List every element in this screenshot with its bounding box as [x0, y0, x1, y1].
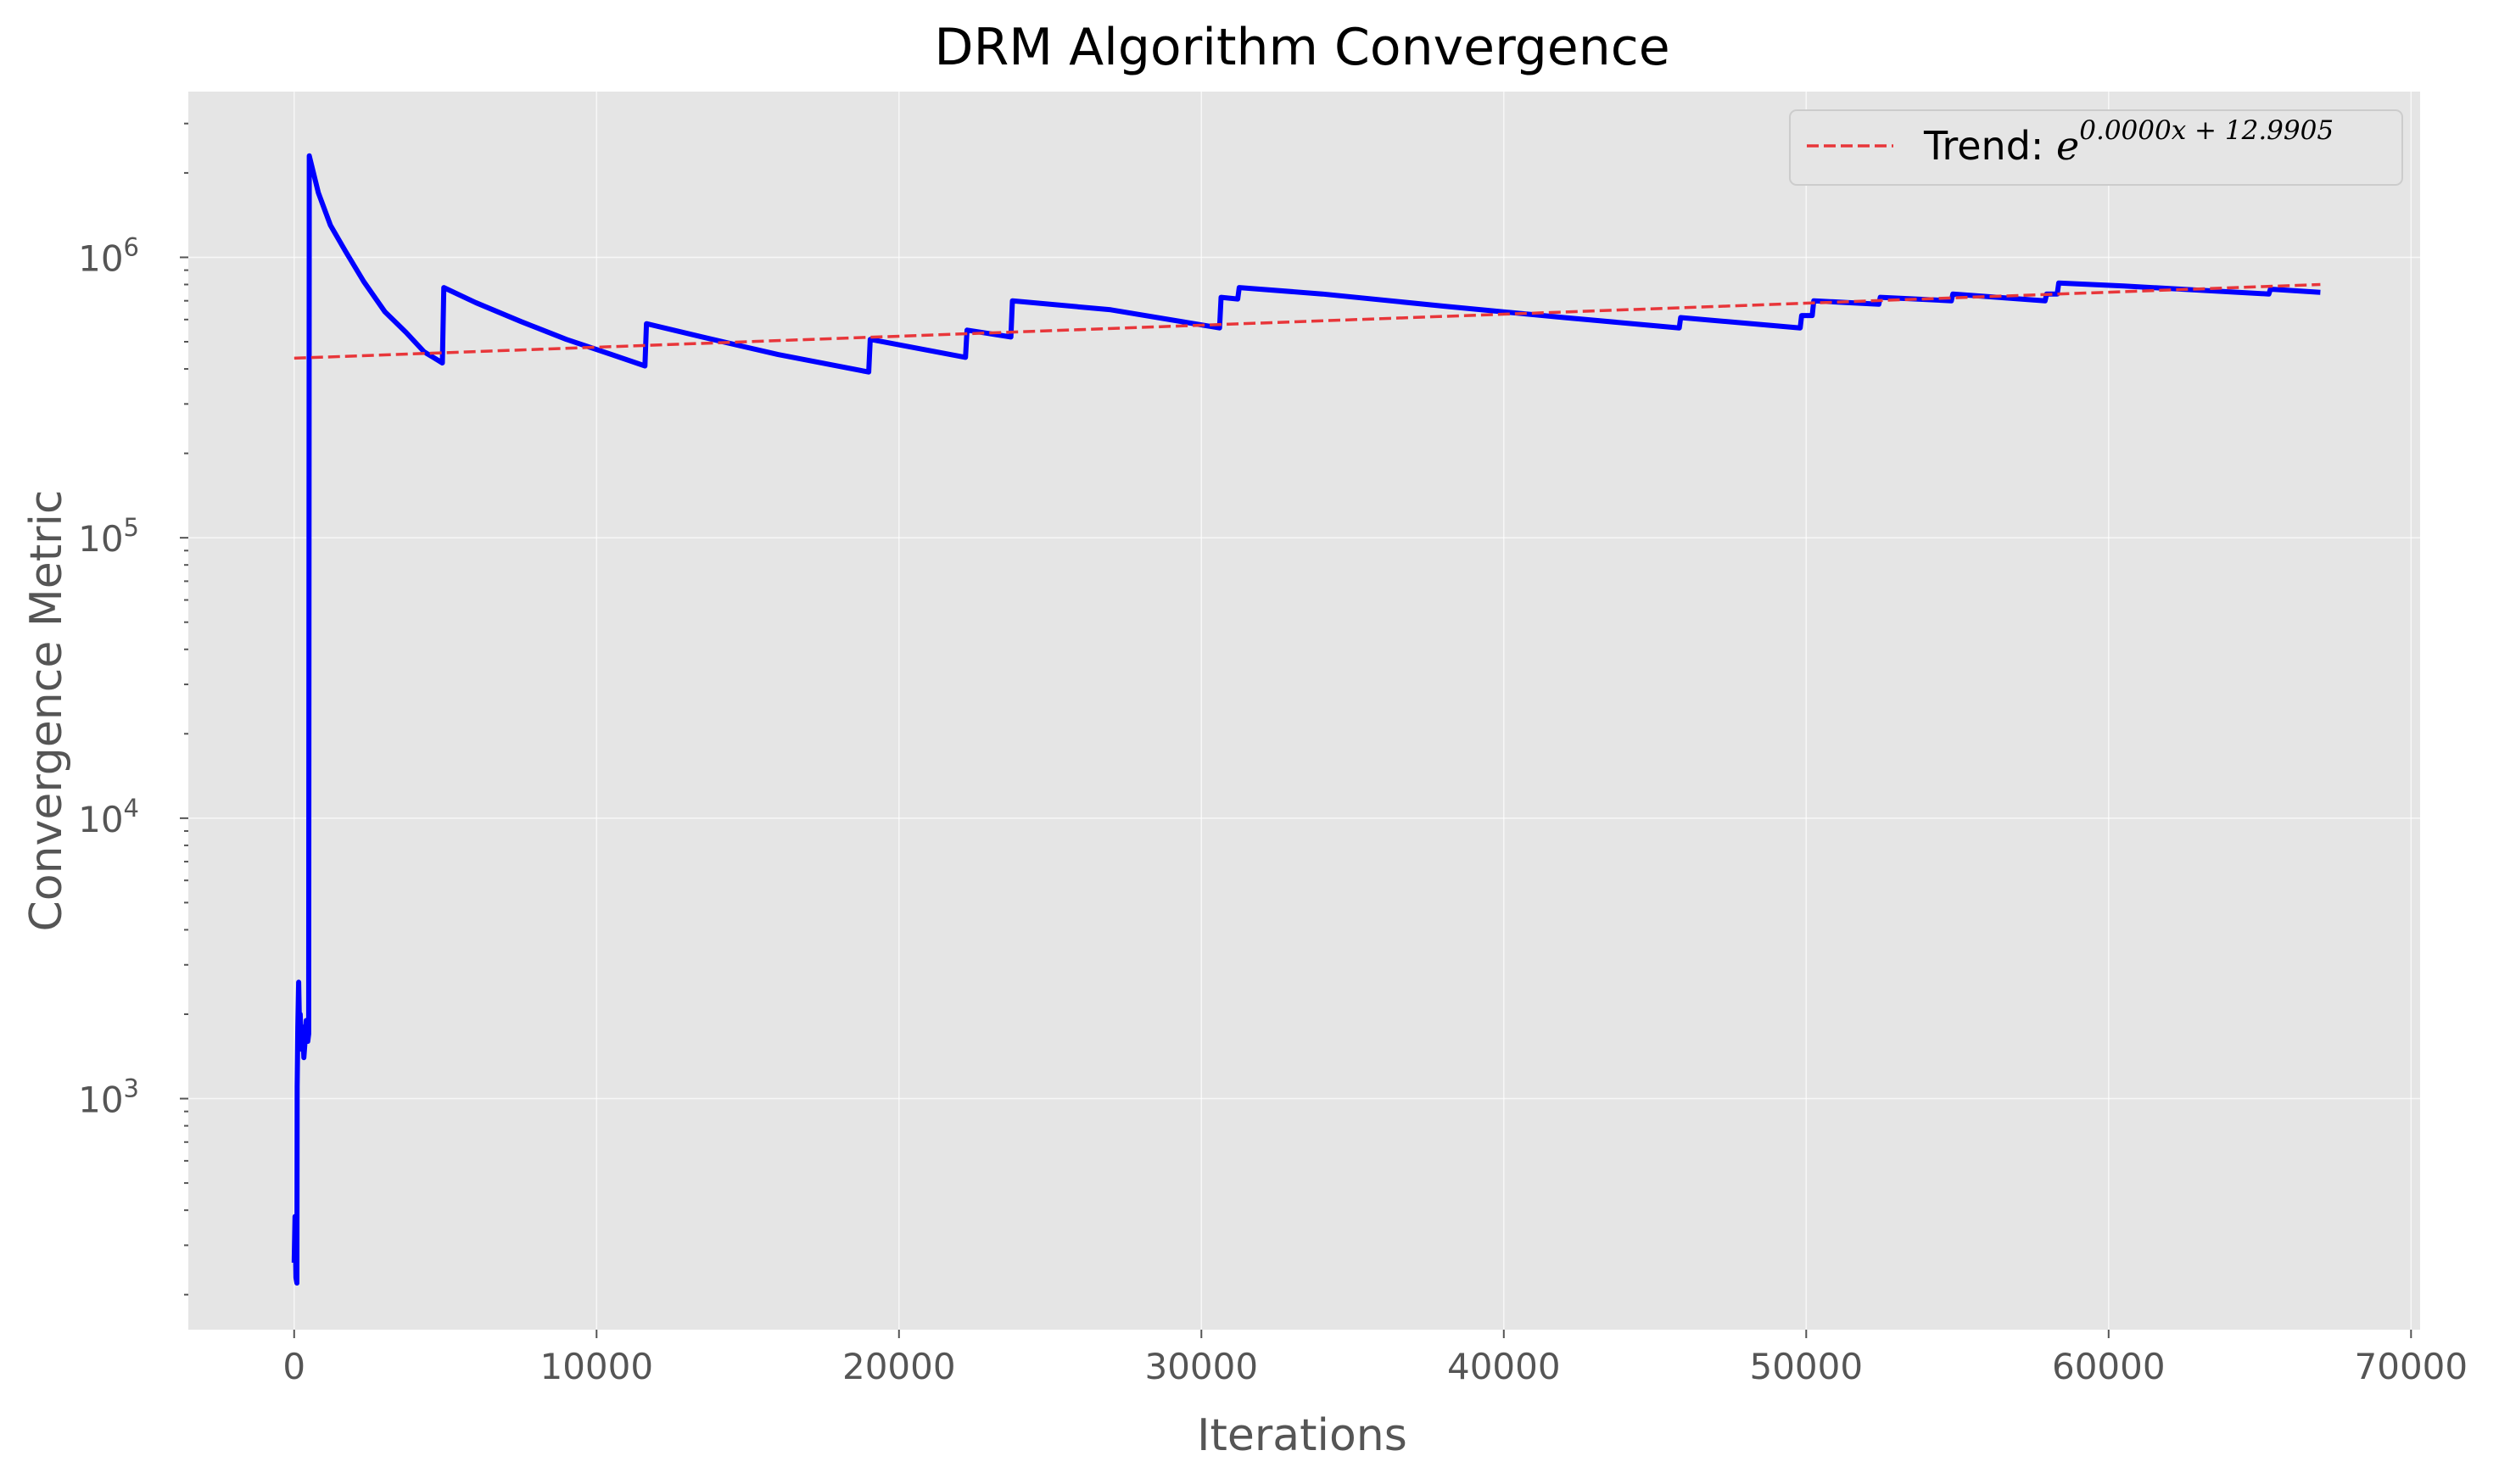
y-tick-label: 106: [78, 232, 139, 279]
y-tick-exponent: 3: [124, 1074, 139, 1103]
y-tick-base: 10: [78, 1080, 123, 1121]
y-tick-base: 10: [78, 518, 123, 560]
y-tick-label: 105: [78, 513, 139, 560]
plot-area: [188, 92, 2420, 1330]
y-tick-exponent: 4: [124, 794, 139, 823]
y-tick-label: 104: [78, 794, 139, 840]
x-tick-label: 50000: [1749, 1346, 1863, 1387]
legend-box: [1789, 109, 2403, 186]
grid-lines: [188, 92, 2420, 1330]
y-tick-exponent: 6: [124, 232, 139, 261]
trend-line: [294, 282, 2321, 360]
x-tick-label: 60000: [2052, 1346, 2166, 1387]
x-axis-label: Iterations: [1197, 1410, 1407, 1461]
legend: Trend: e0.0000x + 12.9905: [1789, 109, 2403, 186]
y-axis-label: Convergence Metric: [21, 489, 72, 931]
legend-trend-exponent: 0.0000x + 12.9905: [2079, 115, 2334, 146]
x-tick-label: 70000: [2355, 1346, 2468, 1387]
y-tick-base: 10: [78, 237, 123, 279]
x-tick-label: 30000: [1144, 1346, 1258, 1387]
chart-title: DRM Algorithm Convergence: [934, 18, 1669, 77]
y-tick-exponent: 5: [124, 513, 139, 542]
legend-trend-prefix: Trend:: [1923, 123, 2056, 169]
legend-trend-base: e: [2056, 123, 2079, 169]
legend-trend-label: Trend: e0.0000x + 12.9905: [1923, 115, 2334, 169]
x-tick-label: 10000: [539, 1346, 653, 1387]
y-minor-ticks: [180, 122, 188, 1296]
y-tick-label: 103: [78, 1074, 139, 1121]
x-tick-labels: 0 10000 20000 30000 40000 50000 60000 70000: [282, 1330, 2468, 1387]
series-layer: [291, 153, 2321, 1286]
x-tick-label: 40000: [1447, 1346, 1561, 1387]
x-tick-label: 0: [282, 1346, 305, 1387]
y-tick-base: 10: [78, 799, 123, 840]
x-tick-label: 20000: [842, 1346, 956, 1387]
convergence-series-line: [291, 153, 2321, 1286]
